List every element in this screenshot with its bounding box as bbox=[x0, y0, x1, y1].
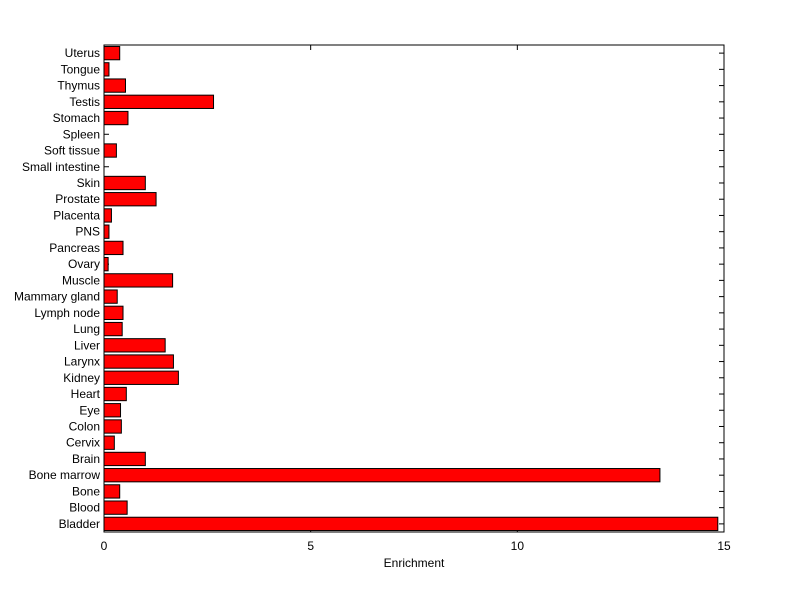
y-tick-label: Lung bbox=[73, 322, 100, 336]
y-tick-label: Placenta bbox=[53, 208, 100, 222]
bar-eye bbox=[103, 403, 122, 418]
x-tick-labels: 0 5 10 15 bbox=[101, 539, 731, 553]
bar-larynx bbox=[103, 354, 174, 369]
y-tick-label: Brain bbox=[72, 452, 100, 466]
y-tick-label: Stomach bbox=[53, 111, 100, 125]
y-tick-label: Testis bbox=[69, 95, 100, 109]
bar-testis bbox=[103, 94, 215, 109]
y-tick-label: Thymus bbox=[57, 79, 100, 93]
y-tick-label: Cervix bbox=[66, 436, 100, 450]
x-tick-label: 15 bbox=[717, 539, 731, 553]
bar-pancreas bbox=[103, 240, 124, 256]
y-tick-label: Bladder bbox=[59, 517, 100, 531]
y-tick-label: Prostate bbox=[55, 192, 100, 206]
bar-bladder bbox=[103, 516, 719, 532]
y-tick-label: Mammary gland bbox=[14, 290, 100, 304]
axis-ticks bbox=[103, 45, 725, 532]
bar-bone-marrow bbox=[103, 468, 661, 483]
bar-placenta bbox=[103, 208, 112, 223]
bar-lymph-node bbox=[103, 305, 124, 321]
y-tick-label: Uterus bbox=[65, 46, 100, 60]
bar-kidney bbox=[103, 370, 179, 385]
bar-cervix bbox=[103, 435, 115, 450]
y-tick-label: Skin bbox=[77, 176, 100, 190]
bar-bone bbox=[103, 484, 121, 499]
bar-skin bbox=[103, 175, 146, 191]
bar-ovary bbox=[103, 256, 109, 272]
bar-heart bbox=[103, 386, 127, 402]
y-tick-label: Colon bbox=[69, 419, 100, 433]
y-tick-label: PNS bbox=[75, 225, 100, 239]
y-tick-label: Small intestine bbox=[22, 160, 100, 174]
bar-prostate bbox=[103, 192, 157, 207]
x-axis-label: Enrichment bbox=[384, 556, 445, 570]
bar-blood bbox=[103, 500, 128, 515]
bar-colon bbox=[103, 419, 122, 434]
x-tick-label: 10 bbox=[511, 539, 525, 553]
bar-pns bbox=[103, 224, 110, 239]
y-tick-label: Bone bbox=[72, 484, 100, 498]
y-tick-label: Eye bbox=[79, 403, 100, 417]
bar-uterus bbox=[103, 45, 121, 61]
y-tick-label: Pancreas bbox=[49, 241, 100, 255]
y-tick-label: Lymph node bbox=[34, 306, 100, 320]
y-tick-label: Kidney bbox=[63, 371, 100, 385]
bar-thymus bbox=[103, 78, 126, 93]
bar-brain bbox=[103, 451, 146, 467]
x-tick-label: 5 bbox=[307, 539, 314, 553]
y-tick-label: Liver bbox=[74, 338, 100, 352]
y-tick-label: Soft tissue bbox=[44, 144, 100, 158]
bar-tongue bbox=[103, 62, 110, 77]
y-tick-label: Ovary bbox=[68, 257, 100, 271]
y-tick-label: Heart bbox=[71, 387, 101, 401]
y-tick-label: Larynx bbox=[64, 355, 100, 369]
bars bbox=[103, 45, 719, 532]
bar-stomach bbox=[103, 110, 129, 126]
y-tick-label: Muscle bbox=[62, 273, 100, 287]
plot-frame bbox=[103, 44, 725, 533]
y-tick-label: Blood bbox=[69, 501, 100, 515]
bar-muscle bbox=[103, 273, 174, 288]
bar-mammary-gland bbox=[103, 289, 118, 304]
x-tick-label: 0 bbox=[101, 539, 108, 553]
bar-soft-tissue bbox=[103, 143, 117, 158]
y-tick-label: Spleen bbox=[63, 127, 100, 141]
bar-liver bbox=[103, 338, 166, 353]
y-tick-label: Tongue bbox=[61, 62, 101, 76]
bar-lung bbox=[103, 321, 123, 337]
y-tick-labels: Bladder Blood Bone Bone marrow Brain Cervix Co… bbox=[14, 46, 101, 531]
y-tick-label: Bone marrow bbox=[29, 468, 101, 482]
